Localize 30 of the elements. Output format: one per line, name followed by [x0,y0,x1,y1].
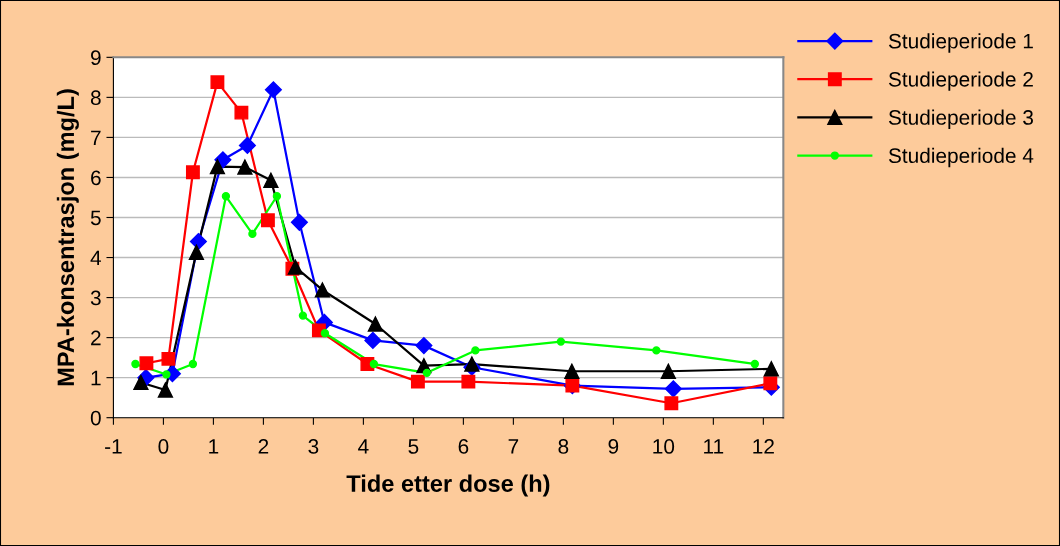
legend-label: Studieperiode 1 [888,33,1033,53]
x-tick-label: 3 [308,439,319,454]
y-tick-label: 3 [90,290,101,306]
x-tick-label: 10 [653,439,675,454]
y-tick-label: 9 [91,50,101,66]
legend-label: Studieperiode 2 [888,71,1033,91]
y-tick-label: 8 [90,90,101,106]
x-tick-label: 1 [209,439,219,454]
y-tick-label: 7 [91,130,101,145]
x-tick-label: 8 [558,439,569,454]
x-tick-label: 7 [508,439,519,454]
y-axis-title: MPA-konsentrasjon (mg/L) [56,89,79,386]
y-tick-label: 6 [91,170,101,186]
y-tick-label: 2 [91,330,101,346]
x-tick-label: 2 [258,439,269,454]
x-tick-label: 6 [458,439,469,454]
x-tick-label: 12 [753,439,774,454]
y-tick-label: 0 [90,410,101,426]
y-tick-label: 1 [91,370,101,386]
x-tick-label: 9 [608,439,619,454]
x-tick-label: -1 [105,439,122,454]
x-tick-label: 11 [704,439,724,454]
x-tick-label: 4 [358,439,369,454]
y-tick-label: 5 [90,210,101,226]
x-tick-label: 5 [408,439,419,454]
legend-label: Studieperiode 4 [888,147,1034,168]
y-tick-label: 4 [90,250,102,266]
legend-label: Studieperiode 3 [888,109,1033,129]
x-tick-label: 0 [158,439,169,454]
x-axis-title: Tide etter dose (h) [346,474,550,497]
